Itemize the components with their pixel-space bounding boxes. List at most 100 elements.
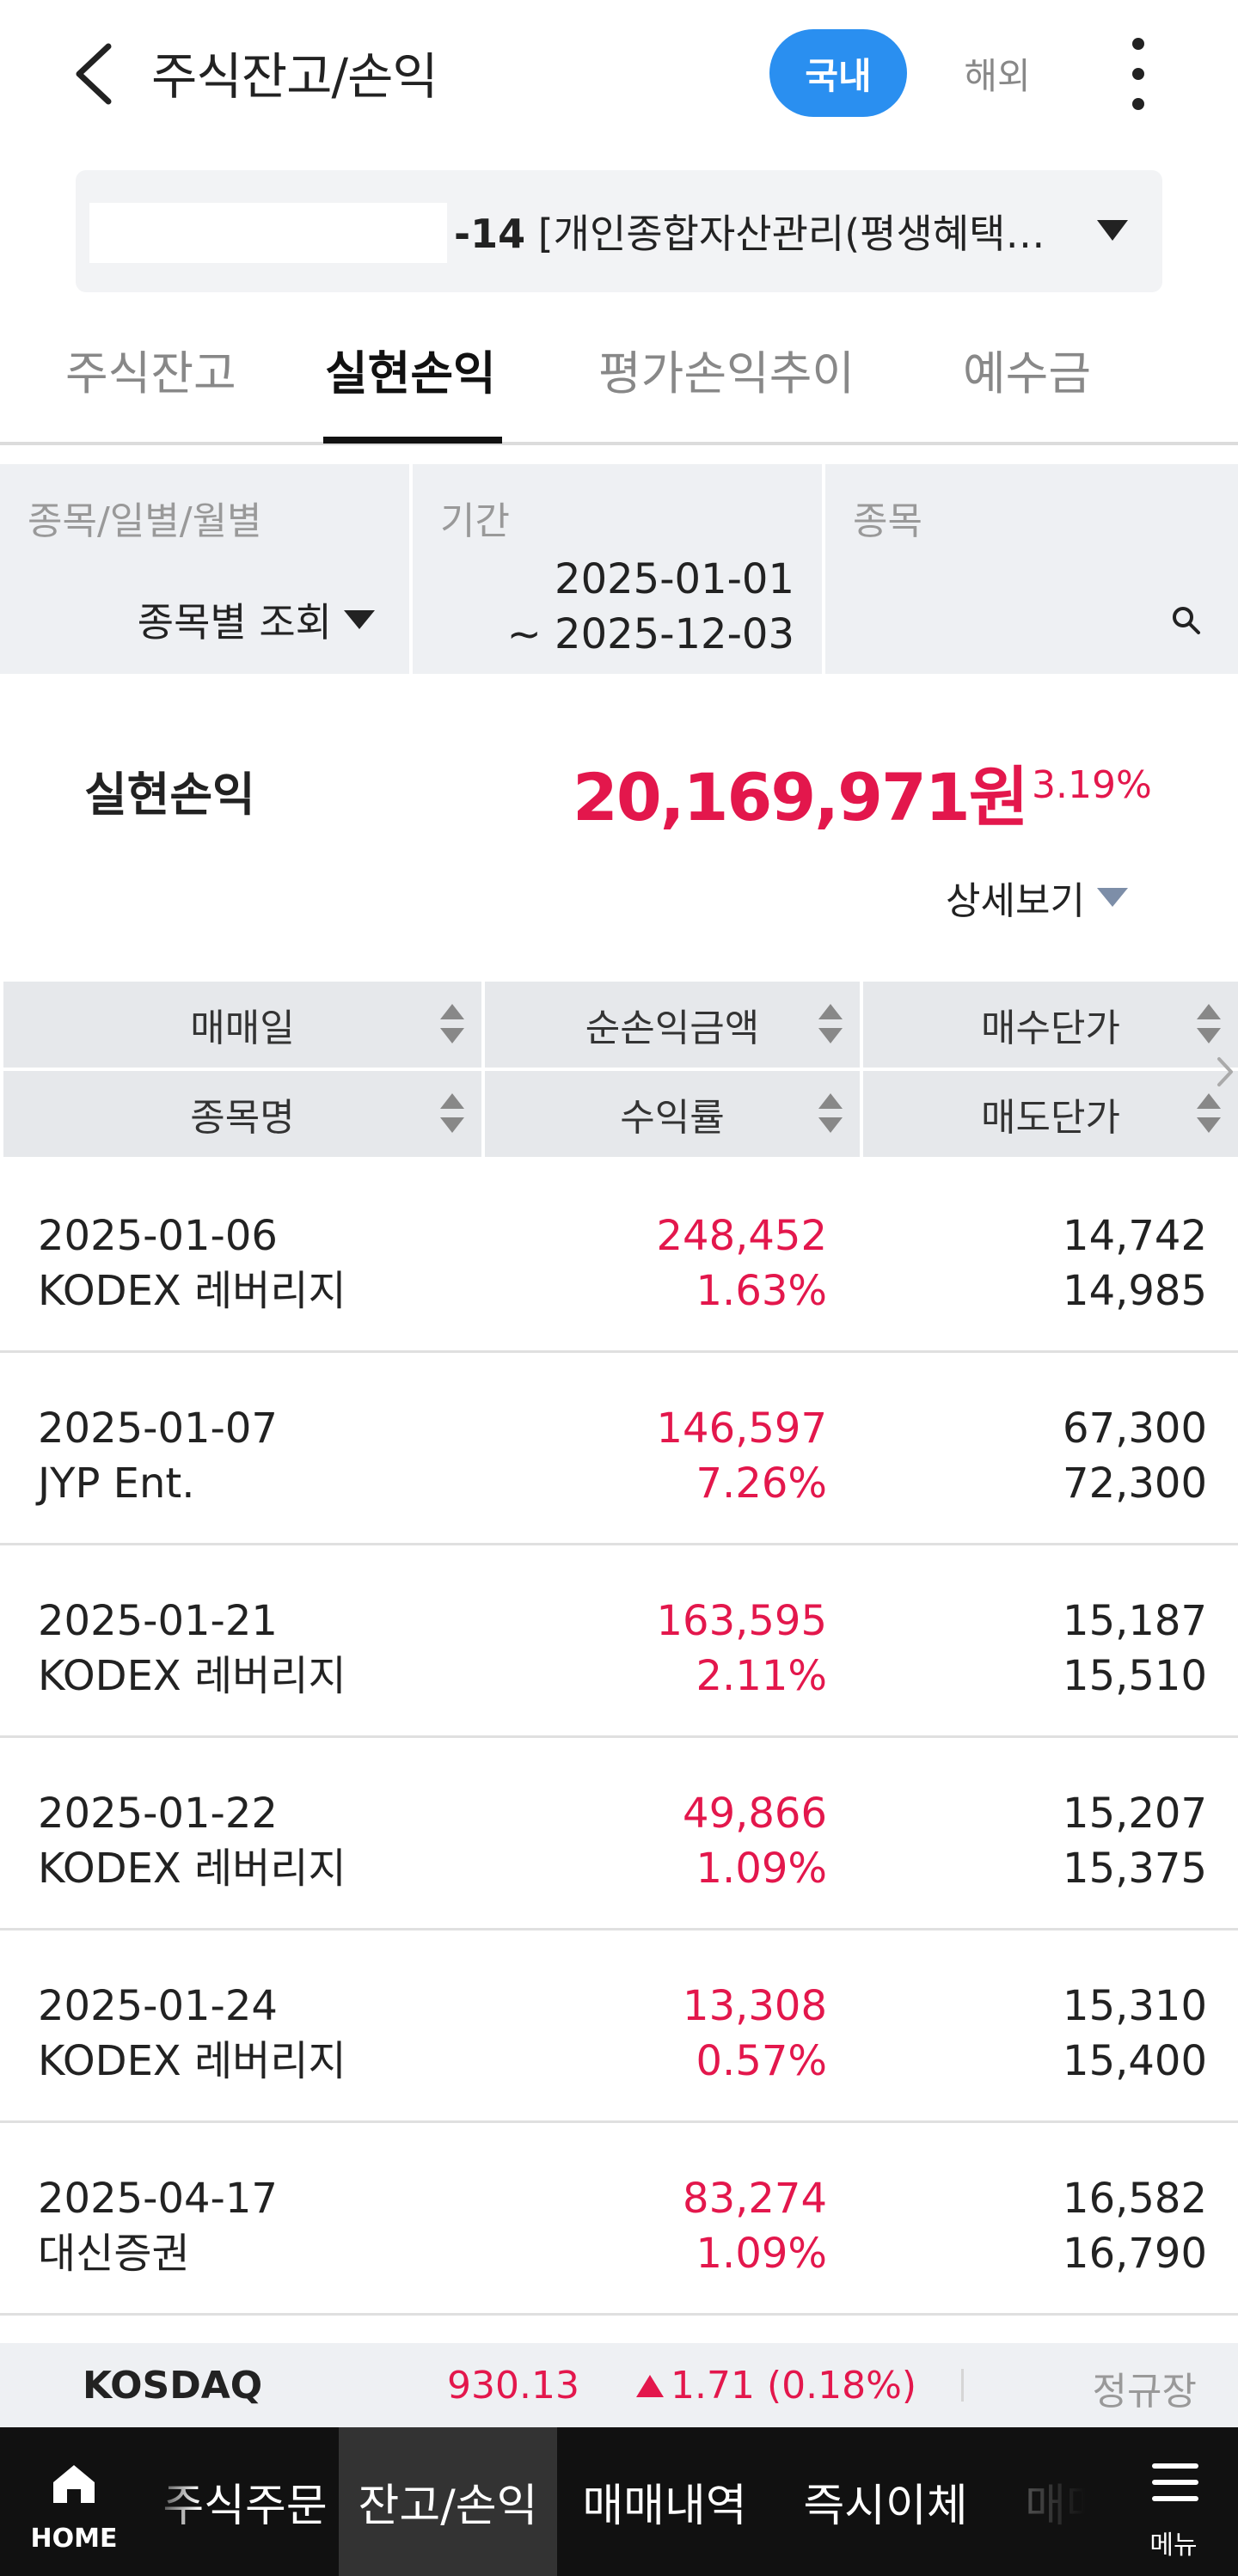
trade-date: 2025-04-17 — [38, 2175, 278, 2223]
row-mid: 49,866 1.09% — [683, 1786, 827, 1896]
buy-price: 67,300 — [1063, 1404, 1207, 1453]
sort-icon — [818, 1004, 843, 1047]
row-right: 16,582 16,790 — [1063, 2171, 1207, 2281]
col-trade-date[interactable]: 매매일 — [3, 982, 481, 1068]
return-rate: 2.11% — [696, 1652, 827, 1700]
table-row[interactable]: 2025-04-17 대신증권 83,274 1.09% 16,582 16,790 — [0, 2123, 1238, 2316]
table-row[interactable]: 2025-01-06 KODEX 레버리지 248,452 1.63% 14,742… — [0, 1160, 1238, 1353]
table-row[interactable]: 2025-01-22 KODEX 레버리지 49,866 1.09% 15,207 1… — [0, 1738, 1238, 1930]
row-mid: 146,597 7.26% — [657, 1401, 828, 1511]
row-right: 15,310 15,400 — [1063, 1979, 1207, 2089]
market-ticker[interactable]: KOSDAQ 930.13 1.71 (0.18%) 정규장 — [0, 2343, 1238, 2427]
index-change: 1.71 (0.18%) — [636, 2364, 916, 2408]
net-profit: 13,308 — [683, 1982, 827, 2030]
search-icon[interactable] — [1169, 603, 1204, 638]
net-profit: 83,274 — [683, 2175, 827, 2223]
buy-price: 15,207 — [1063, 1790, 1207, 1838]
row-left: 2025-01-21 KODEX 레버리지 — [38, 1594, 346, 1704]
query-type-filter[interactable]: 종목/일별/월별 종목별 조회 — [0, 464, 409, 674]
col-header-label: 매수단가 — [981, 1007, 1120, 1050]
row-left: 2025-04-17 대신증권 — [38, 2171, 278, 2281]
table-header: 매매일 순손익금액 매수단가 종목명 수익률 매도단가 — [0, 982, 1238, 1157]
sell-price: 72,300 — [1063, 1459, 1207, 1508]
sort-icon — [818, 1093, 843, 1136]
row-mid: 163,595 2.11% — [657, 1594, 828, 1704]
scroll-fade — [148, 2427, 199, 2576]
tab-stock-balance[interactable]: 주식잔고 — [65, 346, 236, 401]
buy-price: 14,742 — [1063, 1212, 1207, 1260]
market-session: 정규장 — [1092, 2370, 1197, 2414]
trade-date: 2025-01-07 — [38, 1404, 278, 1453]
col-header-label: 순손익금액 — [585, 1007, 760, 1050]
back-arrow-icon[interactable] — [69, 41, 120, 107]
return-rate: 1.09% — [696, 2230, 827, 2278]
tab-deposit[interactable]: 예수금 — [963, 346, 1092, 401]
net-profit: 248,452 — [656, 1212, 828, 1260]
col-sell-price[interactable]: 매도단가 — [863, 1071, 1238, 1157]
nav-trade-history[interactable]: 매매내역 — [582, 2481, 747, 2532]
sort-icon — [440, 1004, 464, 1047]
index-change-value: 1.71 (0.18%) — [671, 2364, 917, 2408]
more-options-icon[interactable] — [1119, 38, 1157, 110]
period-from: 2025-01-01 — [555, 555, 794, 603]
stock-filter[interactable]: 종목 — [825, 464, 1238, 674]
hamburger-menu-icon — [1152, 2463, 1198, 2501]
home-label: HOME — [30, 2524, 118, 2554]
realized-pnl-rate: 3.19% — [1032, 763, 1152, 807]
col-header-label: 매매일 — [190, 1007, 295, 1050]
menu-label: 메뉴 — [1149, 2530, 1198, 2561]
return-rate: 1.63% — [696, 1267, 827, 1315]
sub-tab-bar: 주식잔고 실현손익 평가손익추이 예수금 — [0, 318, 1238, 445]
chevron-right-icon[interactable] — [1212, 1050, 1238, 1093]
row-left: 2025-01-22 KODEX 레버리지 — [38, 1786, 346, 1896]
detail-toggle[interactable]: 상세보기 — [946, 870, 1128, 925]
buy-price: 15,187 — [1063, 1597, 1207, 1645]
net-profit: 163,595 — [656, 1597, 828, 1645]
period-filter[interactable]: 기간 2025-01-01 ~ 2025-12-03 — [413, 464, 822, 674]
tab-domestic[interactable]: 국내 — [769, 29, 907, 117]
table-row[interactable]: 2025-01-21 KODEX 레버리지 163,595 2.11% 15,187… — [0, 1545, 1238, 1738]
return-rate: 0.57% — [696, 2037, 827, 2085]
trade-date: 2025-01-21 — [38, 1597, 278, 1645]
account-selector[interactable]: -14 [개인종합자산관리(평생혜택… — [76, 170, 1162, 292]
divider — [409, 464, 413, 674]
table-row[interactable]: 2025-01-07 JYP Ent. 146,597 7.26% 67,300 72… — [0, 1353, 1238, 1545]
row-right: 15,187 15,510 — [1063, 1594, 1207, 1704]
sort-icon — [1197, 1093, 1221, 1136]
sell-price: 16,790 — [1063, 2230, 1207, 2278]
stock-name: KODEX 레버리지 — [38, 1845, 346, 1893]
stock-name: KODEX 레버리지 — [38, 2037, 346, 2085]
query-type-select[interactable]: 종목별 조회 — [138, 591, 375, 648]
active-tab-indicator — [323, 437, 502, 444]
nav-menu[interactable]: 메뉴 — [1109, 2427, 1238, 2576]
col-buy-price[interactable]: 매수단가 — [863, 982, 1238, 1068]
nav-home[interactable]: HOME — [0, 2427, 148, 2576]
dropdown-caret-icon — [1097, 220, 1128, 241]
stock-name: KODEX 레버리지 — [38, 1652, 346, 1700]
period-to: ~ 2025-12-03 — [506, 610, 794, 658]
period-label: 기간 — [440, 499, 510, 543]
account-name: [개인종합자산관리(평생혜택… — [537, 211, 1045, 257]
col-header-label: 수익률 — [620, 1096, 725, 1140]
period-range[interactable]: 2025-01-01 ~ 2025-12-03 — [507, 552, 794, 662]
scroll-fade — [989, 2427, 1109, 2576]
trade-date: 2025-01-22 — [38, 1790, 278, 1838]
table-row[interactable]: 2025-01-24 KODEX 레버리지 13,308 0.57% 15,310 1… — [0, 1930, 1238, 2123]
account-suffix: -14 — [454, 211, 526, 257]
sort-icon — [440, 1093, 464, 1136]
row-left: 2025-01-24 KODEX 레버리지 — [38, 1979, 346, 2089]
col-stock-name[interactable]: 종목명 — [3, 1071, 481, 1157]
sort-icon — [1197, 1004, 1221, 1047]
row-mid: 248,452 1.63% — [657, 1208, 828, 1319]
nav-balance-pnl[interactable]: 잔고/손익 — [339, 2427, 557, 2576]
col-return-rate[interactable]: 수익률 — [485, 1071, 860, 1157]
row-right: 67,300 72,300 — [1063, 1401, 1207, 1511]
tab-valuation-trend[interactable]: 평가손익추이 — [598, 346, 855, 401]
row-left: 2025-01-06 KODEX 레버리지 — [38, 1208, 346, 1319]
sell-price: 15,510 — [1063, 1652, 1207, 1700]
tab-realized-pnl[interactable]: 실현손익 — [325, 346, 496, 401]
nav-instant-transfer[interactable]: 즉시이체 — [803, 2481, 968, 2532]
col-net-profit[interactable]: 순손익금액 — [485, 982, 860, 1068]
row-right: 15,207 15,375 — [1063, 1786, 1207, 1896]
tab-overseas[interactable]: 해외 — [964, 54, 1031, 97]
